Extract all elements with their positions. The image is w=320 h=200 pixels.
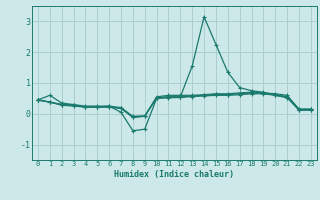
X-axis label: Humidex (Indice chaleur): Humidex (Indice chaleur) <box>115 170 234 179</box>
